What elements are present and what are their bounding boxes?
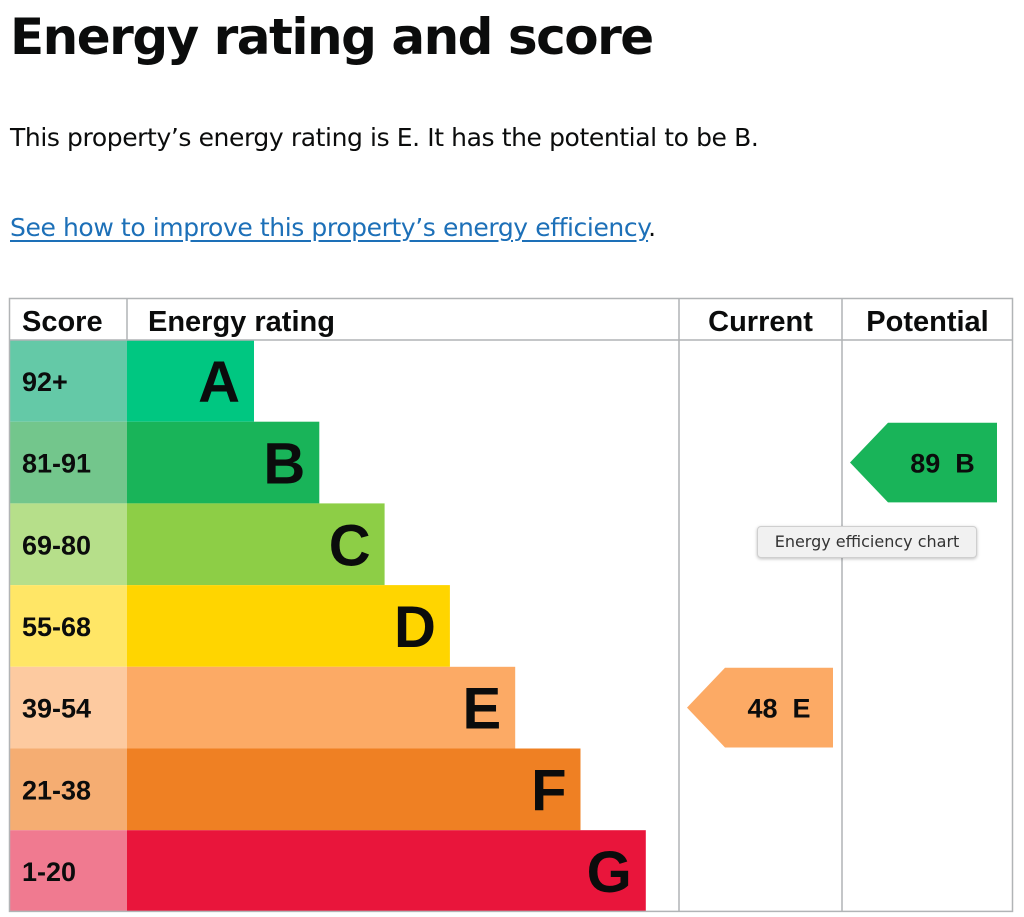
rating-letter-a: A: [198, 350, 240, 415]
rating-letter-d: D: [394, 595, 436, 660]
potential-rating-arrow: [850, 422, 997, 503]
score-cell-g: [9, 830, 127, 912]
rating-letter-b: B: [263, 432, 305, 497]
rating-bar-g: [127, 830, 646, 912]
rating-letter-c: C: [329, 513, 371, 578]
rating-bar-d: [127, 585, 450, 667]
rating-bar-f: [127, 748, 581, 831]
rating-bar-c: [127, 503, 385, 586]
rating-summary: This property’s energy rating is E. It h…: [10, 123, 759, 152]
score-range-e: 39-54: [22, 694, 91, 724]
score-cell-a: [9, 340, 127, 422]
score-cell-d: [9, 585, 127, 667]
potential-rating-label: 89 B: [910, 449, 975, 479]
rating-bar-b: [127, 421, 320, 504]
score-range-g: 1-20: [22, 857, 76, 887]
score-range-f: 21-38: [22, 775, 91, 805]
improve-efficiency-link[interactable]: See how to improve this property’s energ…: [10, 213, 649, 242]
rating-letter-e: E: [463, 677, 502, 742]
chart-tooltip: Energy efficiency chart: [757, 526, 977, 558]
rating-letter-f: F: [531, 758, 566, 823]
header-current: Current: [708, 306, 813, 338]
improve-paragraph: See how to improve this property’s energ…: [10, 210, 656, 246]
rating-letter-g: G: [587, 840, 632, 905]
score-range-c: 69-80: [22, 530, 91, 560]
current-rating-label: 48 E: [747, 694, 810, 724]
page-title: Energy rating and score: [10, 8, 654, 66]
header-energy-rating: Energy rating: [148, 306, 335, 338]
score-range-d: 55-68: [22, 612, 91, 642]
rating-bar-e: [127, 666, 516, 749]
score-cell-c: [9, 503, 127, 586]
score-cell-b: [9, 421, 127, 504]
score-range-b: 81-91: [22, 449, 91, 479]
score-cell-e: [9, 666, 127, 749]
header-potential: Potential: [866, 306, 988, 338]
link-full-stop: .: [648, 213, 656, 242]
chart-border: [8, 297, 1014, 913]
score-cell-f: [9, 748, 127, 831]
score-range-a: 92+: [22, 367, 68, 397]
current-rating-arrow: [687, 667, 833, 748]
rating-bar-a: [127, 340, 254, 422]
header-score: Score: [22, 306, 103, 338]
